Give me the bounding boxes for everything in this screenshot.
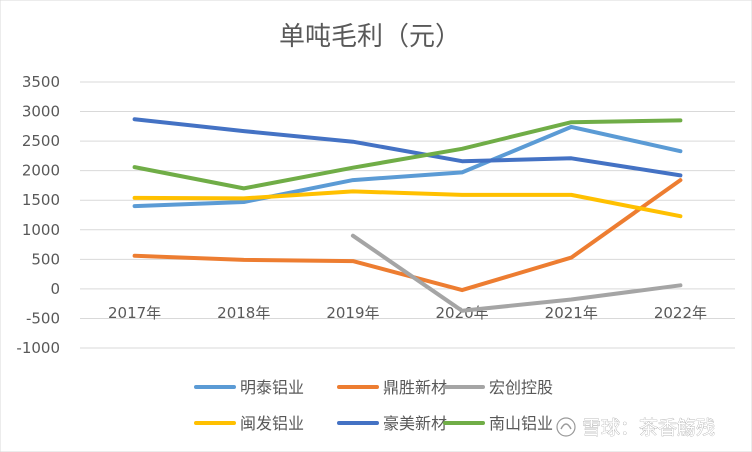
y-tick-label: 500 bbox=[31, 250, 60, 268]
y-tick-label: 3000 bbox=[22, 103, 60, 121]
legend-label: 闽发铝业 bbox=[240, 414, 304, 433]
x-tick-label: 2021年 bbox=[545, 304, 598, 322]
y-tick-label: -1000 bbox=[16, 339, 60, 357]
watermark: 雪球：茶香觞残 bbox=[556, 417, 715, 439]
xueqiu-logo-icon bbox=[556, 417, 576, 437]
y-tick-label: 1500 bbox=[22, 191, 60, 209]
legend-label: 宏创控股 bbox=[489, 378, 553, 397]
y-axis-ticks: 3500 3000 2500 2000 1500 1000 500 0 -500 -1000 bbox=[16, 73, 60, 357]
y-tick-label: 0 bbox=[50, 280, 60, 298]
x-tick-label: 2018年 bbox=[217, 304, 270, 322]
x-tick-label: 2019年 bbox=[326, 304, 379, 322]
x-tick-label: 2017年 bbox=[108, 304, 161, 322]
legend-label: 南山铝业 bbox=[489, 414, 553, 433]
y-tick-label: 2500 bbox=[22, 132, 60, 150]
series-line-4 bbox=[132, 117, 683, 178]
y-tick-label: -500 bbox=[26, 309, 60, 327]
legend-label: 明泰铝业 bbox=[240, 378, 304, 397]
y-tick-label: 1000 bbox=[22, 221, 60, 239]
series-line-3 bbox=[132, 189, 683, 219]
series-line-2 bbox=[350, 233, 683, 313]
series-line-0 bbox=[132, 124, 683, 209]
watermark-text: 雪球：茶香觞残 bbox=[582, 417, 715, 439]
series-line-5 bbox=[132, 118, 683, 191]
y-tick-label: 2000 bbox=[22, 162, 60, 180]
x-axis-ticks: 2017年 2018年 2019年 2020年 2021年 2022年 bbox=[108, 304, 707, 322]
legend-label: 豪美新材 bbox=[383, 414, 447, 433]
legend-label: 鼎胜新材 bbox=[383, 378, 447, 397]
x-tick-label: 2022年 bbox=[654, 304, 707, 322]
y-tick-label: 3500 bbox=[22, 73, 60, 91]
chart-title: 单吨毛利（元） bbox=[279, 22, 461, 52]
x-tick-label: 2020年 bbox=[435, 304, 488, 322]
series-lines bbox=[132, 117, 683, 313]
